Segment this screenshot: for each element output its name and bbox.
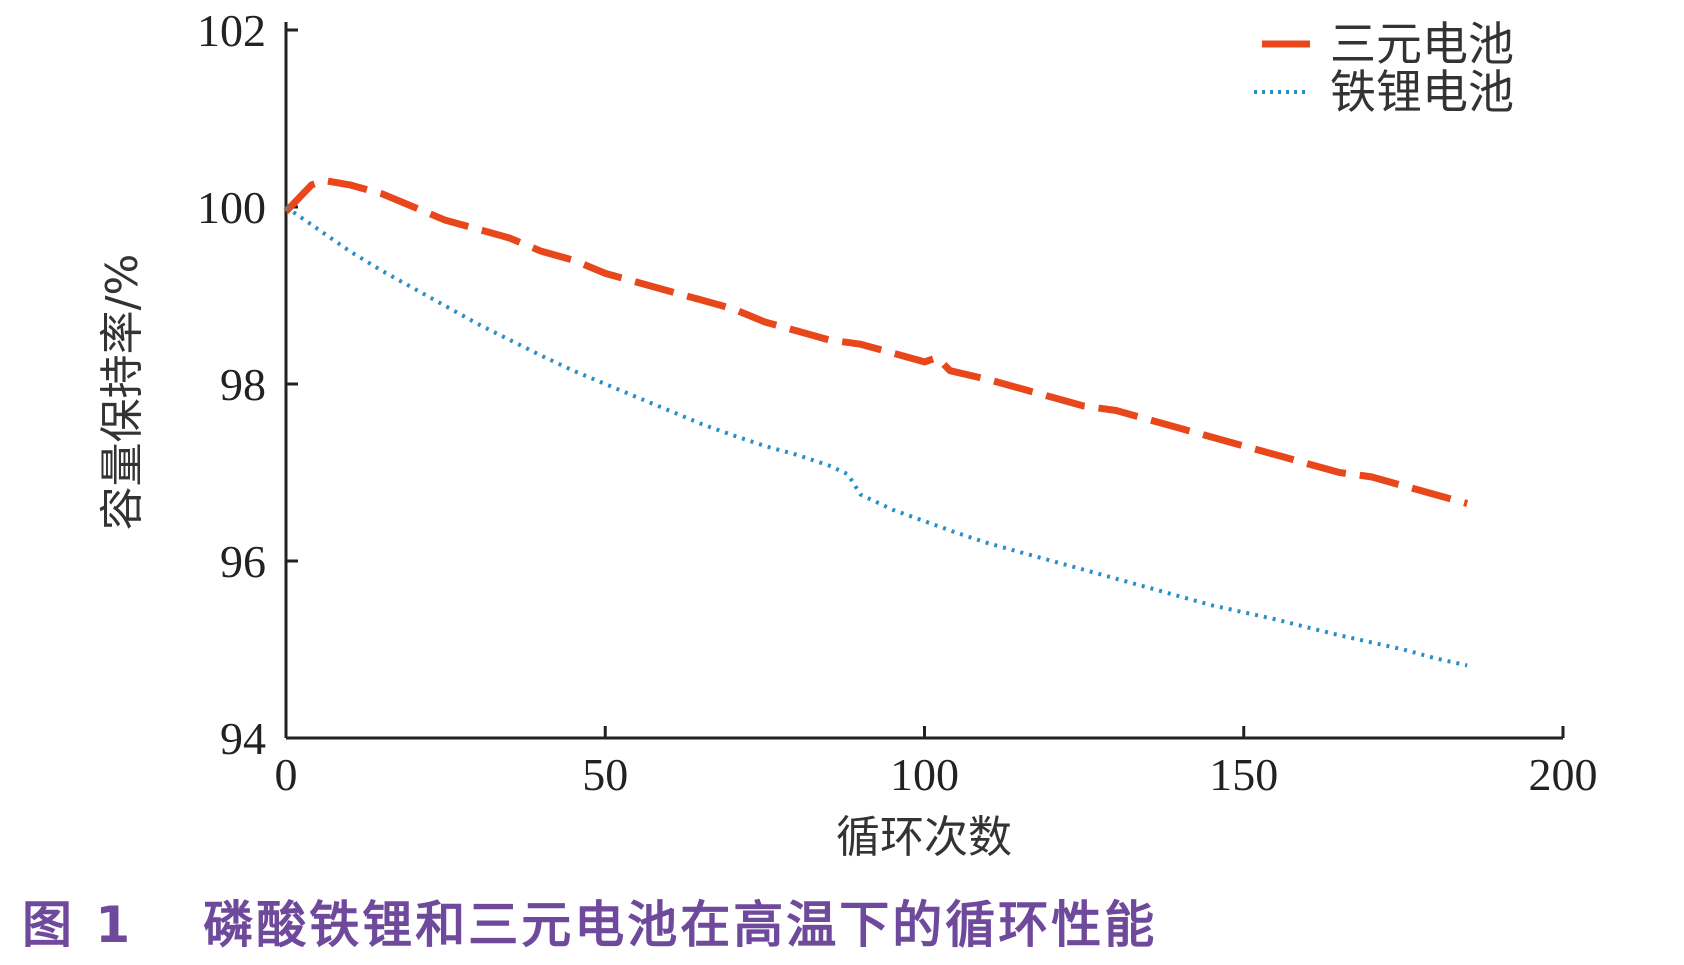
x-ticks: 0 50 100 150 200 xyxy=(275,726,1598,800)
x-tick-label: 100 xyxy=(890,749,959,800)
axes xyxy=(284,22,1563,740)
series-line-lfp xyxy=(284,205,1468,668)
x-tick-label: 50 xyxy=(582,749,628,800)
legend-label-lfp: 铁锂电池 xyxy=(1330,65,1514,119)
series-layer xyxy=(283,177,1469,668)
y-axis-label: 容量保持率/% xyxy=(97,254,148,531)
y-tick-label: 94 xyxy=(220,713,266,764)
y-tick-label: 96 xyxy=(220,536,266,587)
legend-label-ternary: 三元电池 xyxy=(1330,17,1514,71)
x-tick-label: 0 xyxy=(275,749,298,800)
y-ticks: 94 96 98 100 102 xyxy=(197,5,298,764)
y-tick-label: 102 xyxy=(197,5,266,56)
chart: 94 96 98 100 102 0 50 100 150 200 循环次数 容量保持率/% 三… xyxy=(97,5,1598,863)
x-tick-label: 200 xyxy=(1529,749,1598,800)
figure-number: 图 1 xyxy=(22,896,134,954)
y-tick-label: 98 xyxy=(220,359,266,410)
y-tick-label: 100 xyxy=(197,182,266,233)
legend: 三元电池 铁锂电池 xyxy=(1254,17,1514,119)
x-axis-label: 循环次数 xyxy=(836,812,1012,863)
x-tick-label: 150 xyxy=(1209,749,1278,800)
caption-text: 磷酸铁锂和三元电池在高温下的循环性能 xyxy=(203,896,1158,954)
figure-caption: 图 1 磷酸铁锂和三元电池在高温下的循环性能 xyxy=(22,885,1672,955)
series-line-ternary xyxy=(283,177,1469,507)
